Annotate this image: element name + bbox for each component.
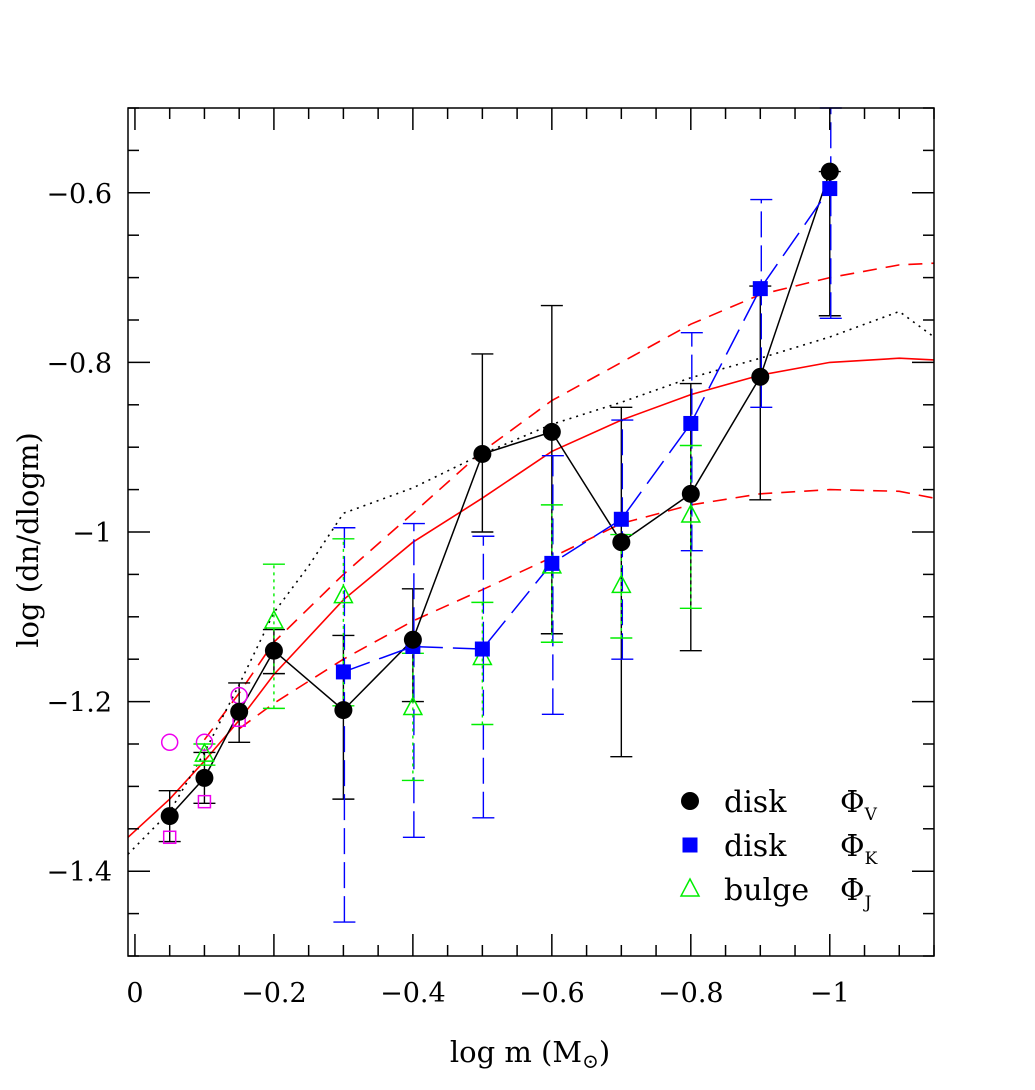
data-point-open-triangle [402, 695, 424, 716]
data-point-open-triangle [680, 503, 702, 523]
data-point-open-square [197, 794, 212, 809]
data-point-filled-circle [820, 162, 839, 181]
data-point-filled-circle [160, 807, 179, 826]
data-point-filled-circle [612, 533, 631, 552]
model-curve-dotted [128, 310, 934, 855]
y-axis-title: log (dn/dlogm) [11, 432, 45, 648]
legend-marker-filled-square [682, 837, 698, 853]
legend-label: disk ΦV [724, 785, 878, 825]
x-axis-title-text: log m (M [450, 1035, 582, 1069]
error-bars [158, 107, 842, 923]
data-point-filled-circle [542, 422, 561, 441]
data-point-open-triangle [611, 573, 632, 594]
y-tick-label: −1.2 [46, 688, 112, 719]
data-point-filled-square [752, 281, 768, 297]
x-tick-label: −0.2 [241, 978, 307, 1009]
data-point-filled-circle [264, 641, 283, 660]
plot-frame [127, 107, 935, 957]
legend-phi: Φ [840, 785, 865, 820]
model-curve-dashed [203, 262, 934, 741]
data-point-filled-circle [403, 630, 422, 649]
data-point-filled-square [683, 415, 699, 431]
legend-marker-filled-circle [681, 792, 699, 810]
series-line-0 [169, 171, 831, 817]
y-tick-labels: −1.4 −1.2 −1 −0.8 −0.6 [46, 179, 112, 888]
data-point-filled-circle [681, 484, 700, 503]
axis-ticks [128, 107, 935, 957]
data-point-filled-square [613, 511, 629, 527]
x-axis-title: log m (M⊙) [450, 1035, 610, 1073]
x-tick-label: −0.4 [380, 978, 446, 1009]
data-point-open-triangle [333, 583, 354, 604]
data-point-filled-circle [230, 702, 249, 721]
model-curves [128, 262, 934, 855]
x-tick-label: −0.8 [658, 978, 724, 1009]
y-tick-label: −1 [72, 518, 112, 549]
data-point-open-triangle [194, 742, 215, 762]
data-point-filled-square [544, 555, 560, 571]
data-point-open-triangle [263, 609, 285, 629]
legend-subscript: V [864, 805, 878, 825]
data-point-filled-circle [334, 701, 353, 720]
data-point-open-circle [160, 733, 179, 752]
legend-phi: Φ [840, 873, 865, 908]
series-connecting-lines [169, 171, 831, 817]
data-point-filled-square [474, 641, 490, 657]
legend-label: disk ΦK [724, 829, 878, 869]
y-tick-label: −1.4 [46, 857, 112, 888]
x-axis-title-close: ) [599, 1035, 610, 1069]
legend-subscript: J [863, 893, 872, 913]
data-point-filled-circle [195, 768, 214, 787]
legend-label: bulge ΦJ [724, 873, 872, 913]
model-curve-dashed [238, 488, 934, 730]
legend-label-main: bulge [724, 873, 809, 908]
data-point-filled-circle [473, 444, 492, 463]
model-curve-solid [128, 357, 934, 838]
data-point-filled-square [822, 181, 838, 197]
x-tick-labels: 0 −0.2 −0.4 −0.6 −0.8 −1 [126, 978, 849, 1009]
x-tick-label: 0 [126, 978, 143, 1009]
legend-label-main: disk [724, 785, 787, 820]
series-line-1 [343, 188, 831, 673]
data-markers [160, 162, 839, 845]
data-point-open-circle [195, 733, 214, 752]
x-tick-label: −1 [810, 978, 850, 1009]
legend-subscript: K [865, 849, 878, 869]
legend-marker-open-triangle [679, 877, 701, 897]
data-point-filled-circle [751, 367, 770, 386]
legend-label-main: disk [724, 829, 787, 864]
sun-symbol: ⊙ [582, 1049, 599, 1073]
data-point-filled-square [335, 664, 351, 680]
x-tick-label: −0.6 [519, 978, 585, 1009]
y-tick-label: −0.6 [46, 179, 112, 210]
legend-phi: Φ [840, 829, 865, 864]
data-point-open-square [162, 830, 177, 845]
y-tick-label: −0.8 [46, 348, 112, 379]
